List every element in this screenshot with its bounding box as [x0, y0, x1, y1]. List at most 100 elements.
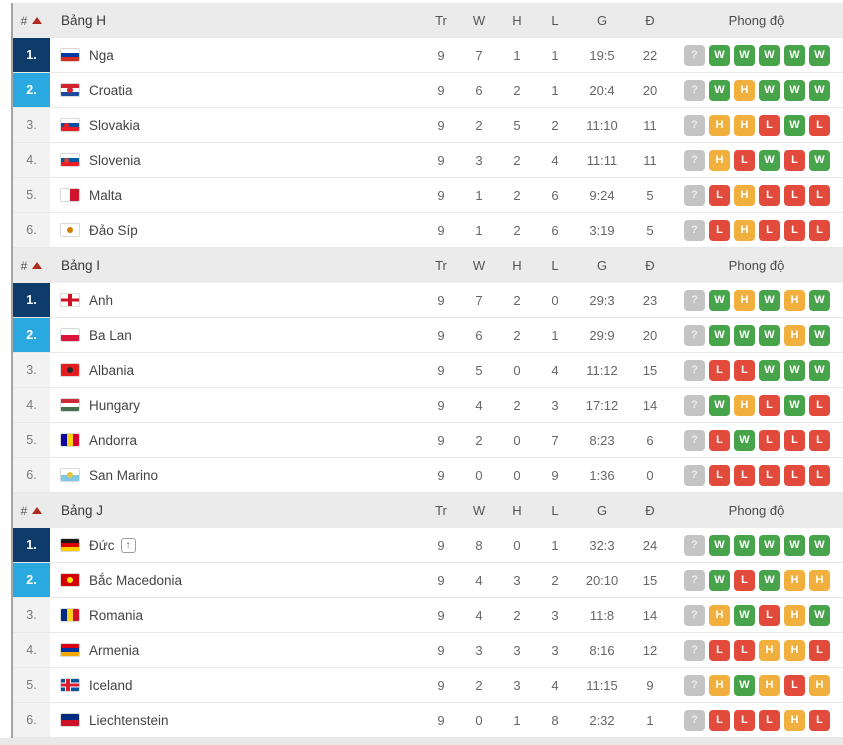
team-name[interactable]: Hungary — [89, 397, 141, 413]
col-draws-header[interactable]: H — [512, 503, 522, 518]
form-result-badge[interactable]: L — [784, 464, 805, 486]
team-name[interactable]: Iceland — [89, 677, 133, 693]
col-wins-header[interactable]: W — [472, 13, 486, 28]
form-result-badge[interactable]: W — [759, 569, 780, 591]
form-result-badge[interactable]: W — [784, 79, 805, 101]
form-result-badge[interactable]: W — [809, 359, 830, 381]
form-result-badge[interactable]: H — [784, 324, 805, 346]
col-goals-header[interactable]: G — [596, 258, 608, 273]
team-name[interactable]: Ba Lan — [89, 327, 132, 343]
form-result-badge[interactable]: L — [759, 604, 780, 626]
form-result-badge[interactable]: L — [759, 709, 780, 731]
form-result-badge[interactable]: L — [759, 184, 780, 206]
form-result-badge[interactable]: W — [759, 289, 780, 311]
form-result-badge[interactable]: L — [759, 429, 780, 451]
form-result-badge[interactable]: H — [709, 604, 730, 626]
col-goals-header[interactable]: G — [596, 13, 608, 28]
form-result-badge[interactable]: W — [809, 79, 830, 101]
form-result-badge[interactable]: W — [759, 149, 780, 171]
form-result-badge[interactable]: W — [809, 534, 830, 556]
form-result-badge[interactable]: L — [709, 429, 730, 451]
form-result-badge[interactable]: W — [709, 569, 730, 591]
form-result-badge[interactable]: W — [784, 44, 805, 66]
form-result-badge[interactable]: W — [734, 429, 755, 451]
col-losses-header[interactable]: L — [551, 258, 559, 273]
form-result-badge[interactable]: W — [709, 394, 730, 416]
form-result-badge[interactable]: L — [809, 429, 830, 451]
form-result-badge[interactable]: W — [734, 324, 755, 346]
form-result-badge[interactable]: L — [784, 674, 805, 696]
form-result-badge[interactable]: H — [809, 569, 830, 591]
form-result-badge[interactable]: W — [809, 289, 830, 311]
form-result-badge[interactable]: W — [809, 604, 830, 626]
col-played-header[interactable]: Tr — [435, 258, 447, 273]
team-name[interactable]: Armenia — [89, 642, 140, 658]
form-result-badge[interactable]: W — [759, 359, 780, 381]
form-result-badge[interactable]: W — [784, 114, 805, 136]
form-unknown-badge[interactable]: ? — [684, 604, 705, 626]
form-unknown-badge[interactable]: ? — [684, 114, 705, 136]
form-unknown-badge[interactable]: ? — [684, 149, 705, 171]
form-result-badge[interactable]: W — [809, 44, 830, 66]
form-result-badge[interactable]: H — [784, 709, 805, 731]
team-name[interactable]: Đức — [89, 537, 115, 553]
form-result-badge[interactable]: W — [734, 604, 755, 626]
form-result-badge[interactable]: H — [784, 639, 805, 661]
team-name[interactable]: Andorra — [89, 432, 138, 448]
form-result-badge[interactable]: H — [734, 79, 755, 101]
form-result-badge[interactable]: W — [784, 534, 805, 556]
team-name[interactable]: Slovenia — [89, 152, 141, 168]
form-result-badge[interactable]: W — [709, 44, 730, 66]
form-result-badge[interactable]: L — [809, 639, 830, 661]
col-points-header[interactable]: Đ — [645, 258, 655, 273]
form-result-badge[interactable]: W — [734, 534, 755, 556]
form-result-badge[interactable]: L — [734, 639, 755, 661]
form-unknown-badge[interactable]: ? — [684, 44, 705, 66]
form-result-badge[interactable]: L — [734, 149, 755, 171]
form-result-badge[interactable]: L — [734, 569, 755, 591]
form-unknown-badge[interactable]: ? — [684, 709, 705, 731]
form-result-badge[interactable]: L — [759, 219, 780, 241]
form-result-badge[interactable]: L — [759, 114, 780, 136]
team-name[interactable]: Albania — [89, 362, 135, 378]
team-name[interactable]: Bắc Macedonia — [89, 572, 183, 588]
team-name[interactable]: Liechtenstein — [89, 712, 169, 728]
form-result-badge[interactable]: W — [784, 359, 805, 381]
form-result-badge[interactable]: H — [784, 604, 805, 626]
form-result-badge[interactable]: H — [759, 639, 780, 661]
form-result-badge[interactable]: H — [734, 184, 755, 206]
form-result-badge[interactable]: L — [709, 709, 730, 731]
rank-column-header[interactable]: # — [13, 493, 50, 528]
form-result-badge[interactable]: L — [709, 184, 730, 206]
form-result-badge[interactable]: L — [709, 219, 730, 241]
form-result-badge[interactable]: L — [709, 359, 730, 381]
form-result-badge[interactable]: W — [709, 534, 730, 556]
form-unknown-badge[interactable]: ? — [684, 184, 705, 206]
col-losses-header[interactable]: L — [551, 503, 559, 518]
form-result-badge[interactable]: L — [709, 639, 730, 661]
form-unknown-badge[interactable]: ? — [684, 324, 705, 346]
form-result-badge[interactable]: L — [809, 184, 830, 206]
rank-column-header[interactable]: # — [13, 3, 50, 38]
form-result-badge[interactable]: L — [734, 464, 755, 486]
col-draws-header[interactable]: H — [512, 258, 522, 273]
form-result-badge[interactable]: L — [809, 114, 830, 136]
form-result-badge[interactable]: W — [759, 324, 780, 346]
col-draws-header[interactable]: H — [512, 13, 522, 28]
form-result-badge[interactable]: H — [709, 149, 730, 171]
form-result-badge[interactable]: W — [759, 44, 780, 66]
col-losses-header[interactable]: L — [551, 13, 559, 28]
form-result-badge[interactable]: H — [734, 289, 755, 311]
table-row[interactable]: 2. Bắc Macedonia ↑ 9 4 3 2 20:10 15 ?WLW… — [13, 563, 843, 598]
form-result-badge[interactable]: W — [709, 324, 730, 346]
form-result-badge[interactable]: H — [709, 114, 730, 136]
form-result-badge[interactable]: W — [709, 289, 730, 311]
form-result-badge[interactable]: L — [759, 394, 780, 416]
